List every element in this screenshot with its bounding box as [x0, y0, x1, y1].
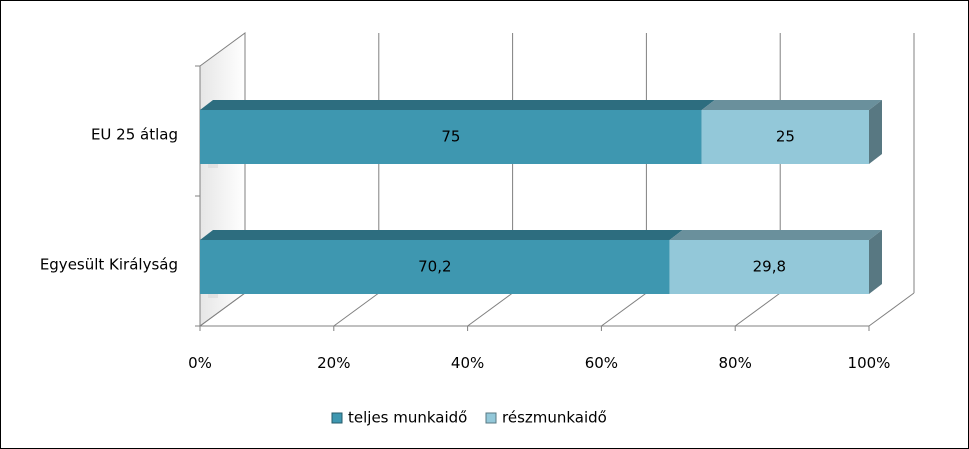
- legend-swatch: [331, 412, 343, 424]
- data-label: 29,8: [753, 258, 786, 276]
- bar-segment: [669, 240, 869, 294]
- floor-gridline: [601, 292, 647, 327]
- floor-gridline: [734, 292, 781, 327]
- bar-segment: [701, 110, 869, 164]
- x-tick-label: 0%: [188, 354, 212, 372]
- x-tick-label: 100%: [848, 354, 891, 372]
- x-tick-label: 80%: [719, 354, 752, 372]
- bar-top-face: [669, 230, 882, 240]
- bar-top-face: [200, 100, 715, 110]
- bar-top-face: [200, 230, 683, 240]
- floor-gridline: [199, 292, 246, 327]
- x-tick-label: 60%: [585, 354, 618, 372]
- bar-segment: [200, 110, 702, 164]
- category-label: Egyesült Királyság: [40, 256, 178, 274]
- legend-label: teljes munkaidő: [348, 409, 467, 427]
- x-tick-label: 20%: [317, 354, 350, 372]
- data-label: 25: [776, 128, 795, 146]
- floor-gridline: [467, 292, 513, 327]
- floor-gridline: [333, 292, 380, 327]
- bar-segment: [200, 240, 670, 294]
- data-label: 70,2: [418, 258, 451, 276]
- data-label: 75: [441, 128, 460, 146]
- floor-gridline: [868, 292, 915, 327]
- x-tick-label: 40%: [451, 354, 484, 372]
- bar-end-face: [869, 230, 882, 294]
- bar-end-face: [869, 100, 882, 164]
- legend-label: részmunkaidő: [502, 409, 607, 427]
- bar-top-face: [701, 100, 882, 110]
- legend-swatch: [485, 412, 497, 424]
- category-label: EU 25 átlag: [91, 126, 178, 144]
